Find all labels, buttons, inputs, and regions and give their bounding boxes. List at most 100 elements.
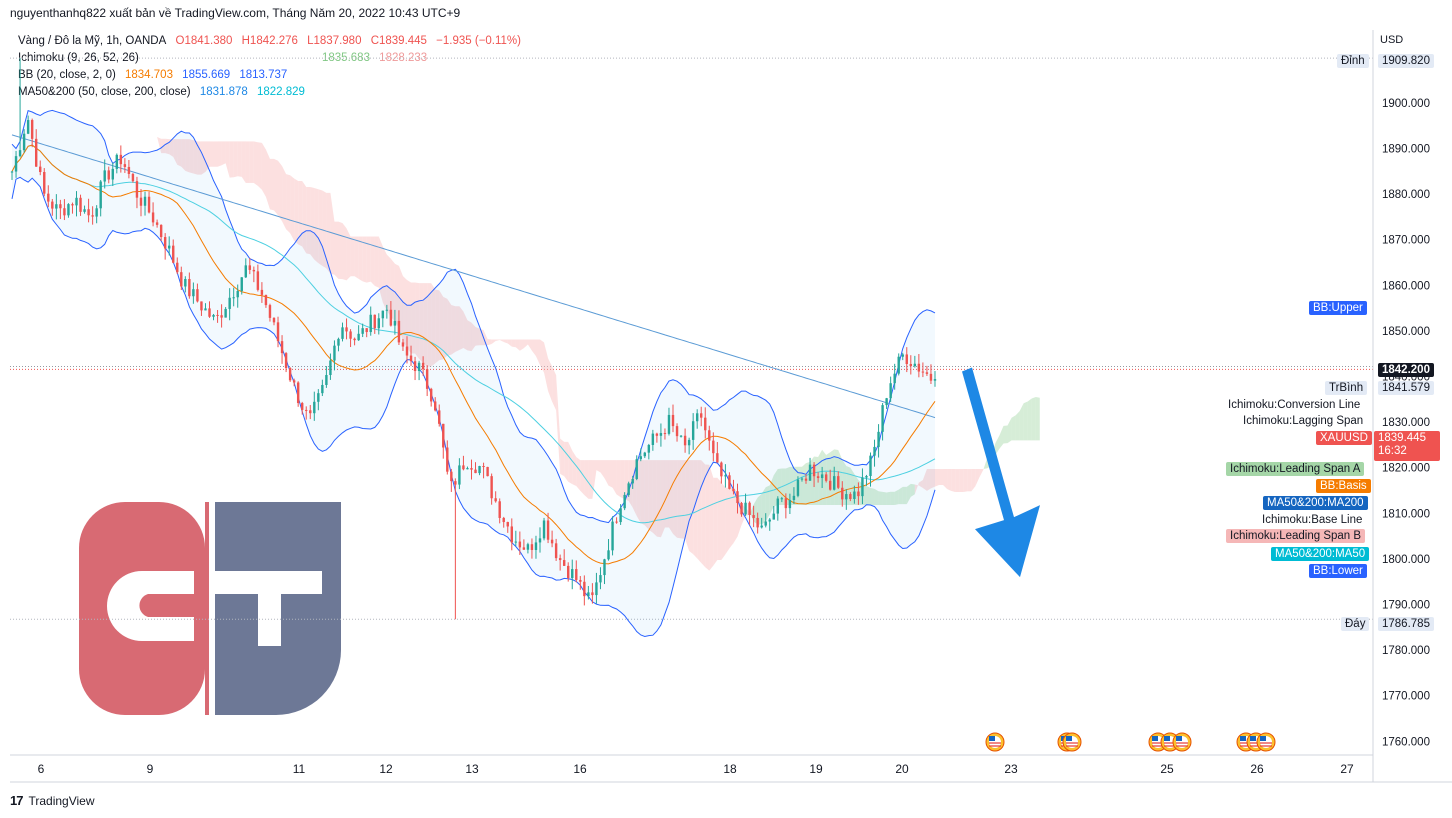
candle-body bbox=[877, 431, 880, 447]
ichimoku-cloud-segment bbox=[1015, 411, 1020, 441]
candle-body bbox=[712, 440, 715, 454]
candle-body bbox=[909, 363, 913, 367]
candle-body bbox=[756, 517, 759, 528]
last-price-tag: 1839.445 16:32 bbox=[1374, 431, 1440, 461]
ichimoku-cloud-segment bbox=[326, 192, 331, 274]
candle-body bbox=[264, 294, 268, 306]
ichimoku-cloud-segment bbox=[540, 339, 545, 373]
candle-body bbox=[296, 382, 300, 404]
ichimoku-cloud-segment bbox=[249, 141, 254, 183]
candle-body bbox=[784, 498, 788, 509]
us-flag-canton bbox=[1066, 736, 1072, 741]
ichimoku-cloud-segment bbox=[681, 460, 686, 539]
ichimoku-cloud-segment bbox=[926, 469, 931, 491]
candle-body bbox=[204, 308, 207, 311]
legend-close: C1839.445 bbox=[370, 35, 427, 47]
legend-low: L1837.980 bbox=[307, 35, 362, 47]
ichimoku-cloud-segment bbox=[471, 322, 476, 352]
ichimoku-cloud-segment bbox=[967, 469, 972, 492]
ichimoku-cloud-segment bbox=[334, 221, 339, 279]
candle-body bbox=[313, 401, 316, 414]
candle-body bbox=[377, 318, 380, 329]
ichimoku-cloud-segment bbox=[922, 469, 927, 491]
legend-ma200: 1822.829 bbox=[256, 86, 305, 98]
ichimoku-cloud-segment bbox=[826, 452, 831, 505]
ichimoku-cloud-segment bbox=[265, 149, 270, 210]
candle-body bbox=[212, 314, 215, 317]
candle-body bbox=[462, 465, 465, 470]
candle-body bbox=[123, 164, 127, 167]
candle-body bbox=[196, 289, 199, 302]
ichimoku-cloud-segment bbox=[656, 460, 661, 538]
candle-body bbox=[280, 341, 284, 354]
ichimoku-cloud-segment bbox=[378, 236, 383, 303]
candle-body bbox=[579, 579, 582, 582]
ichimoku-cloud-segment bbox=[608, 460, 613, 488]
candle-body bbox=[357, 333, 360, 341]
candle-body bbox=[260, 289, 264, 295]
candle-body bbox=[176, 262, 179, 273]
ichimoku-cloud-segment bbox=[834, 449, 839, 505]
candle-body bbox=[816, 476, 820, 479]
candle-body bbox=[184, 279, 187, 287]
candle-body bbox=[796, 479, 800, 496]
candle-body bbox=[708, 430, 711, 441]
candle-body bbox=[10, 171, 14, 173]
candle-body bbox=[454, 481, 457, 485]
ichimoku-cloud-segment bbox=[918, 479, 923, 488]
ichimoku-cloud-segment bbox=[1035, 397, 1040, 441]
ichimoku-cloud-segment bbox=[1023, 401, 1028, 441]
ichimoku-cloud-segment bbox=[975, 469, 980, 487]
candle-body bbox=[833, 476, 836, 490]
candle-body bbox=[321, 384, 324, 394]
ichimoku-cloud-segment bbox=[306, 187, 311, 255]
candle-body bbox=[248, 265, 252, 270]
ichimoku-cloud-segment bbox=[519, 339, 524, 351]
candle-body bbox=[679, 435, 683, 437]
tradingview-watermark[interactable]: 17 TradingView bbox=[10, 793, 95, 808]
candle-body bbox=[740, 503, 743, 515]
candle-body bbox=[309, 410, 312, 414]
ichimoku-cloud-segment bbox=[870, 487, 875, 505]
candle-body bbox=[91, 215, 94, 217]
candle-body bbox=[853, 491, 856, 499]
candle-body bbox=[14, 156, 18, 172]
ichimoku-cloud-segment bbox=[822, 449, 827, 505]
economic-events[interactable] bbox=[985, 732, 1276, 752]
candle-body bbox=[284, 353, 288, 369]
candle-body bbox=[518, 541, 522, 548]
candle-body bbox=[808, 464, 812, 481]
ichimoku-cloud-segment bbox=[604, 460, 609, 486]
candle-body bbox=[317, 393, 320, 402]
candle-body bbox=[558, 558, 562, 561]
avg-value: 1841.579 bbox=[1378, 381, 1434, 395]
candle-body bbox=[220, 315, 223, 318]
candle-body bbox=[554, 543, 558, 559]
candle-body bbox=[224, 308, 227, 318]
candle-body bbox=[51, 201, 54, 209]
ichimoku-cloud-segment bbox=[717, 477, 722, 560]
ichimoku-cloud-segment bbox=[338, 221, 343, 280]
ichimoku-cloud-segment bbox=[253, 141, 258, 186]
ichimoku-cloud-segment bbox=[189, 139, 194, 174]
candle-body bbox=[155, 222, 159, 225]
candle-body bbox=[30, 120, 34, 139]
candle-body bbox=[824, 474, 828, 481]
publish-caption: nguyenthanhq822 xuất bản về TradingView.… bbox=[10, 6, 461, 20]
candle-body bbox=[631, 478, 634, 484]
ichimoku-cloud-segment bbox=[423, 283, 428, 367]
candle-body bbox=[256, 271, 260, 290]
candle-body bbox=[510, 526, 513, 543]
ct-logo bbox=[79, 502, 341, 715]
ichimoku-cloud-segment bbox=[709, 464, 714, 571]
ichimoku-cloud-segment bbox=[257, 142, 262, 190]
low-label: Đáy bbox=[1341, 617, 1370, 631]
candle-body bbox=[397, 320, 401, 343]
candle-body bbox=[208, 308, 211, 317]
price-tick-label: 1880.000 bbox=[1382, 189, 1430, 201]
candle-body bbox=[587, 592, 590, 597]
candle-body bbox=[502, 517, 505, 523]
candle-body bbox=[724, 475, 727, 477]
ichimoku-cloud-segment bbox=[648, 460, 653, 533]
